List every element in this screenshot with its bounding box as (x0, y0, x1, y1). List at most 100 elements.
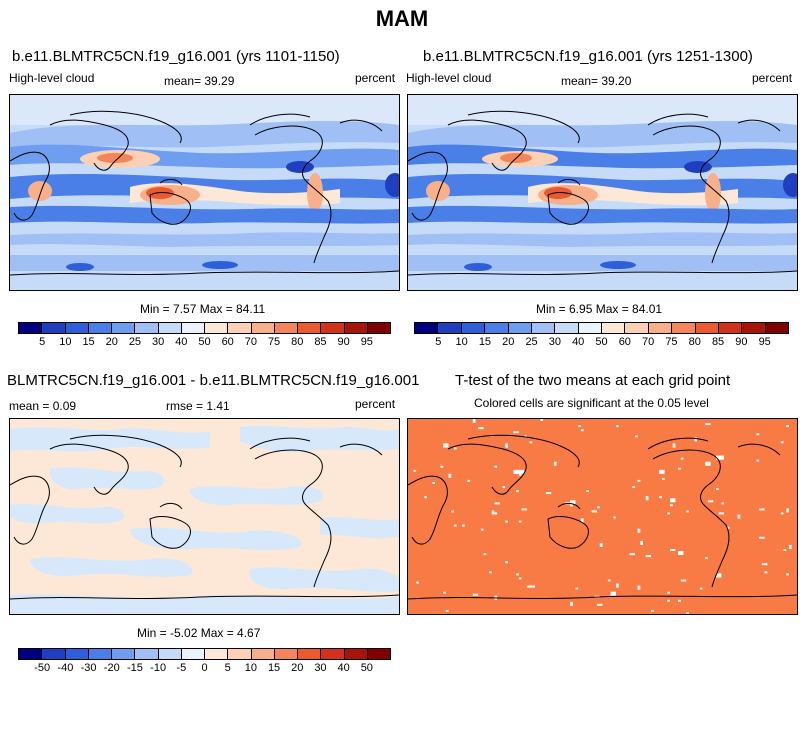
ttest-insignificant-cell (678, 551, 684, 556)
ttest-insignificant-cell (513, 469, 519, 474)
colorbar-tick-label: 20 (105, 336, 118, 348)
colorbar-tick-label: 50 (595, 336, 608, 348)
ttest-insignificant-cell (570, 601, 573, 606)
ttest-insignificant-cell (672, 443, 676, 448)
colorbar-cell (228, 649, 252, 659)
ttest-insignificant-cell (670, 498, 676, 503)
ttest-insignificant-cell (780, 441, 784, 444)
ttest-insignificant-cell (707, 500, 714, 503)
ttest-insignificant-cell (759, 508, 765, 511)
ttest-insignificant-cell (494, 502, 500, 505)
panel2-variable-label: High-level cloud (406, 71, 492, 85)
colorbar-tick-label: 75 (665, 336, 678, 348)
ttest-insignificant-cell (453, 524, 457, 527)
ttest-insignificant-cell (616, 583, 619, 588)
colorbar-cell (251, 323, 275, 333)
ttest-insignificant-cell (445, 609, 449, 612)
colorbar-cell (367, 323, 390, 333)
panel2-mean: mean= 39.20 (561, 74, 632, 88)
ttest-insignificant-cell (637, 479, 641, 482)
ttest-insignificant-cell (599, 542, 603, 547)
ttest-insignificant-cell (505, 443, 508, 448)
colorbar-cell (695, 323, 719, 333)
ttest-insignificant-cell (529, 441, 533, 444)
ttest-insignificant-cell (764, 571, 768, 574)
panel2-map (407, 94, 798, 291)
colorbar-tick-label: 30 (548, 336, 561, 348)
panel4-title: T-test of the two means at each grid poi… (455, 372, 731, 389)
ttest-insignificant-cell (637, 585, 641, 590)
ttest-insignificant-cell (483, 553, 487, 556)
ttest-insignificant-cell (540, 419, 544, 421)
ttest-insignificant-cell (678, 599, 681, 602)
colorbar-tick-label: 90 (735, 336, 748, 348)
panel2-unit: percent (752, 71, 793, 85)
ttest-insignificant-cell (759, 536, 765, 539)
colorbar-tick-label: 10 (59, 336, 72, 348)
ttest-insignificant-cell (580, 518, 584, 523)
panel1-mean: mean= 39.29 (164, 74, 235, 88)
colorbar-tick-label: 10 (244, 662, 257, 674)
colorbar-cell (321, 649, 345, 659)
ttest-insignificant-cell (526, 585, 533, 588)
colorbar-cell (19, 649, 43, 659)
colorbar-tick-label: 5 (435, 336, 442, 348)
ttest-insignificant-cell (416, 581, 419, 584)
ttest-insignificant-cell (667, 512, 670, 515)
colorbar-tick-label: 95 (758, 336, 771, 348)
panel2-colorbar (414, 322, 789, 334)
ttest-insignificant-cell (451, 510, 454, 513)
ttest-insignificant-cell (424, 496, 427, 499)
ttest-insignificant-cell (670, 504, 673, 507)
ttest-insignificant-cell (786, 508, 789, 513)
ttest-insignificant-cell (518, 520, 522, 523)
ttest-insignificant-cell (694, 437, 697, 442)
ttest-insignificant-cell (783, 549, 787, 551)
colorbar-cell (672, 323, 696, 333)
ttest-insignificant-cell (443, 591, 446, 594)
ttest-insignificant-cell (570, 500, 576, 505)
colorbar-cell (578, 323, 602, 333)
ttest-insignificant-cell (478, 427, 484, 430)
colorbar-cell (367, 649, 390, 659)
ttest-insignificant-cell (659, 469, 665, 474)
ttest-insignificant-cell (494, 465, 498, 468)
ttest-insignificant-cell (718, 455, 725, 460)
ttest-insignificant-cell (645, 496, 649, 501)
colorbar-tick-label: 15 (82, 336, 95, 348)
ttest-insignificant-cell (705, 423, 711, 426)
colorbar-tick-label: -15 (126, 662, 143, 674)
ttest-insignificant-cell (413, 469, 417, 472)
ttest-insignificant-cell (761, 563, 768, 566)
colorbar-tick-label: 40 (175, 336, 188, 348)
colorbar-tick-label: 60 (221, 336, 234, 348)
panel2-title: b.e11.BLMTRC5CN.f19_g16.001 (yrs 1251-13… (423, 48, 753, 65)
colorbar-tick-label: 5 (39, 336, 46, 348)
colorbar-tick-label: 15 (267, 662, 281, 674)
ttest-insignificant-cell (645, 555, 652, 558)
colorbar-cell (765, 323, 788, 333)
ttest-insignificant-cell (737, 514, 741, 519)
panel1-minmax: Min = 7.57 Max = 84.11 (140, 302, 266, 316)
colorbar-tick-label: 80 (291, 336, 304, 348)
ttest-insignificant-cell (726, 526, 730, 529)
ttest-insignificant-cell (597, 506, 600, 509)
ttest-insignificant-cell (718, 512, 722, 515)
ttest-insignificant-cell (524, 435, 527, 438)
ttest-insignificant-cell (462, 524, 465, 527)
panel3-unit: percent (355, 397, 396, 411)
colorbar-tick-label: 85 (314, 336, 327, 348)
ttest-insignificant-cell (591, 510, 598, 513)
colorbar-tick-label: 20 (291, 662, 304, 674)
ttest-insignificant-cell (532, 585, 535, 588)
ttest-insignificant-cell (610, 591, 616, 596)
ttest-insignificant-cell (580, 429, 584, 432)
colorbar-tick-label: 50 (360, 662, 373, 674)
colorbar-tick-label: 95 (360, 336, 373, 348)
ttest-insignificant-cell (545, 492, 552, 495)
ttest-insignificant-cell (716, 455, 719, 460)
ttest-insignificant-cell (597, 603, 603, 606)
colorbar-tick-label: -50 (34, 662, 51, 674)
colorbar-cell (112, 323, 136, 333)
ttest-insignificant-cell (586, 490, 589, 493)
